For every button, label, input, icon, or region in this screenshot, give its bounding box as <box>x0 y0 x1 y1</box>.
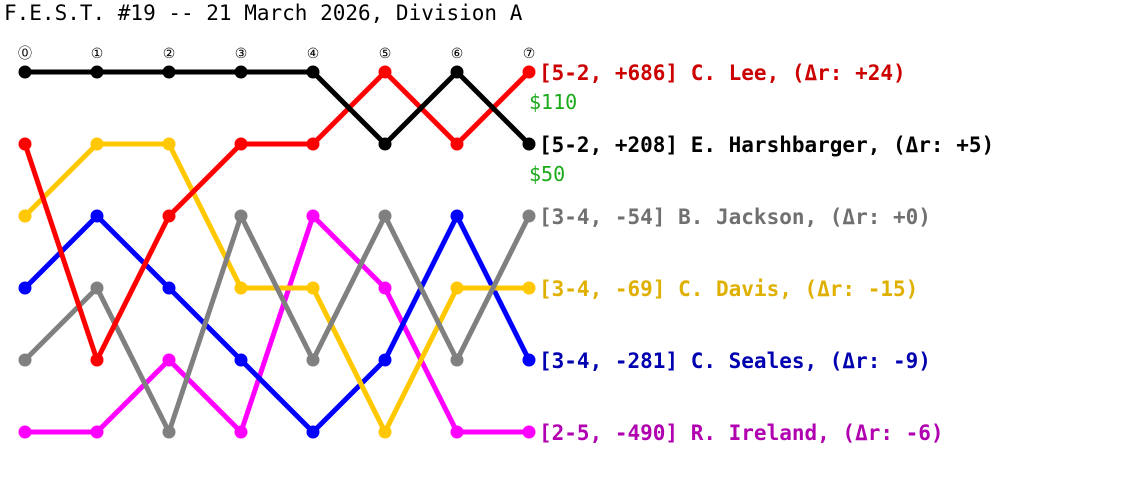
round-label: ⑤ <box>379 46 392 62</box>
data-point-c-davis <box>234 281 248 295</box>
data-point-c-lee <box>378 65 392 79</box>
series-label: [5-2, +686] C. Lee, (Δr: +24) <box>539 61 906 85</box>
series-labels: [5-2, +686] C. Lee, (Δr: +24) $110 [5-2, +… <box>529 61 994 445</box>
data-point-c-seales <box>450 209 464 223</box>
data-point-e-harshbarger <box>90 65 104 79</box>
round-label: ① <box>91 46 104 62</box>
data-point-c-davis <box>450 281 464 295</box>
series-label: [5-2, +208] E. Harshbarger, (Δr: +5) <box>539 133 994 157</box>
data-point-c-lee <box>18 137 32 151</box>
series-line-b-jackson <box>22 213 532 435</box>
series-line-r-ireland <box>22 213 532 435</box>
data-point-c-seales <box>18 281 32 295</box>
data-point-e-harshbarger <box>162 65 176 79</box>
data-point-c-lee <box>522 65 536 79</box>
data-point-r-ireland <box>306 209 320 223</box>
data-point-r-ireland <box>162 353 176 367</box>
chart-title: F.E.S.T. #19 -- 21 March 2026, Division … <box>4 1 523 25</box>
data-point-c-davis <box>162 137 176 151</box>
data-point-b-jackson <box>450 353 464 367</box>
data-point-e-harshbarger <box>378 137 392 151</box>
data-point-c-davis <box>378 425 392 439</box>
series-line-c-lee <box>22 69 532 363</box>
data-point-b-jackson <box>18 353 32 367</box>
data-point-c-davis <box>306 281 320 295</box>
data-point-c-seales <box>90 209 104 223</box>
data-point-c-seales <box>522 353 536 367</box>
data-point-c-davis <box>18 209 32 223</box>
round-labels: ⓪ ① ② ③ ④ ⑤ ⑥ ⑦ <box>18 46 535 62</box>
series-line-e-harshbarger <box>22 69 532 147</box>
round-label: ④ <box>307 46 320 62</box>
data-point-r-ireland <box>378 281 392 295</box>
series-label: [2-5, -490] R. Ireland, (Δr: -6) <box>539 421 944 445</box>
round-label: ③ <box>235 46 248 62</box>
data-point-c-seales <box>306 425 320 439</box>
data-point-e-harshbarger <box>234 65 248 79</box>
prize-label: $50 <box>529 162 565 186</box>
series-label: [3-4, -281] C. Seales, (Δr: -9) <box>539 349 931 373</box>
data-point-c-lee <box>306 137 320 151</box>
data-point-b-jackson <box>162 425 176 439</box>
data-point-b-jackson <box>306 353 320 367</box>
data-point-c-davis <box>90 137 104 151</box>
data-point-r-ireland <box>522 425 536 439</box>
series-lines <box>22 69 532 435</box>
series-label: [3-4, -69] C. Davis, (Δr: -15) <box>539 277 918 301</box>
data-point-c-lee <box>234 137 248 151</box>
data-point-r-ireland <box>90 425 104 439</box>
data-point-c-seales <box>378 353 392 367</box>
round-label: ⑥ <box>451 46 464 62</box>
data-point-r-ireland <box>18 425 32 439</box>
prize-label: $110 <box>529 90 577 114</box>
data-point-c-lee <box>162 209 176 223</box>
data-point-b-jackson <box>378 209 392 223</box>
series-label: [3-4, -54] B. Jackson, (Δr: +0) <box>539 205 931 229</box>
data-point-r-ireland <box>234 425 248 439</box>
data-point-c-lee <box>90 353 104 367</box>
data-point-e-harshbarger <box>18 65 32 79</box>
data-point-b-jackson <box>522 209 536 223</box>
data-point-r-ireland <box>450 425 464 439</box>
data-point-c-lee <box>450 137 464 151</box>
data-point-b-jackson <box>90 281 104 295</box>
round-label: ⑦ <box>523 46 536 62</box>
data-point-c-davis <box>522 281 536 295</box>
round-label: ⓪ <box>18 46 32 62</box>
data-point-c-seales <box>162 281 176 295</box>
data-point-e-harshbarger <box>522 137 536 151</box>
data-point-b-jackson <box>234 209 248 223</box>
data-point-c-seales <box>234 353 248 367</box>
round-label: ② <box>163 46 176 62</box>
series-points <box>18 65 536 439</box>
data-point-e-harshbarger <box>306 65 320 79</box>
data-point-e-harshbarger <box>450 65 464 79</box>
series-line-c-seales <box>22 213 532 435</box>
